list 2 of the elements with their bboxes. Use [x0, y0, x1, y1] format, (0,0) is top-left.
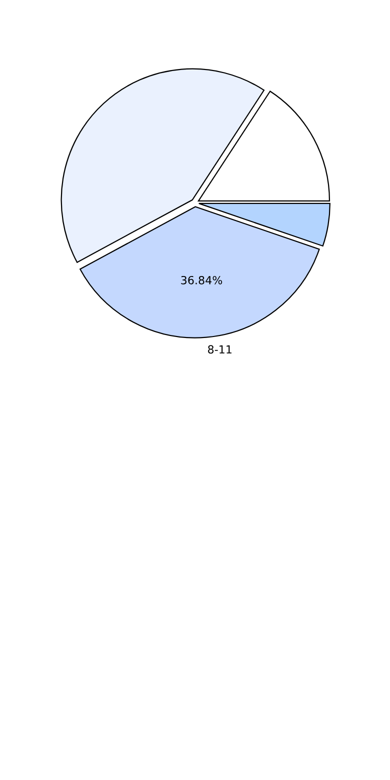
data-label: 36.84% — [181, 276, 222, 284]
slice-label: 8-11 — [208, 345, 232, 354]
